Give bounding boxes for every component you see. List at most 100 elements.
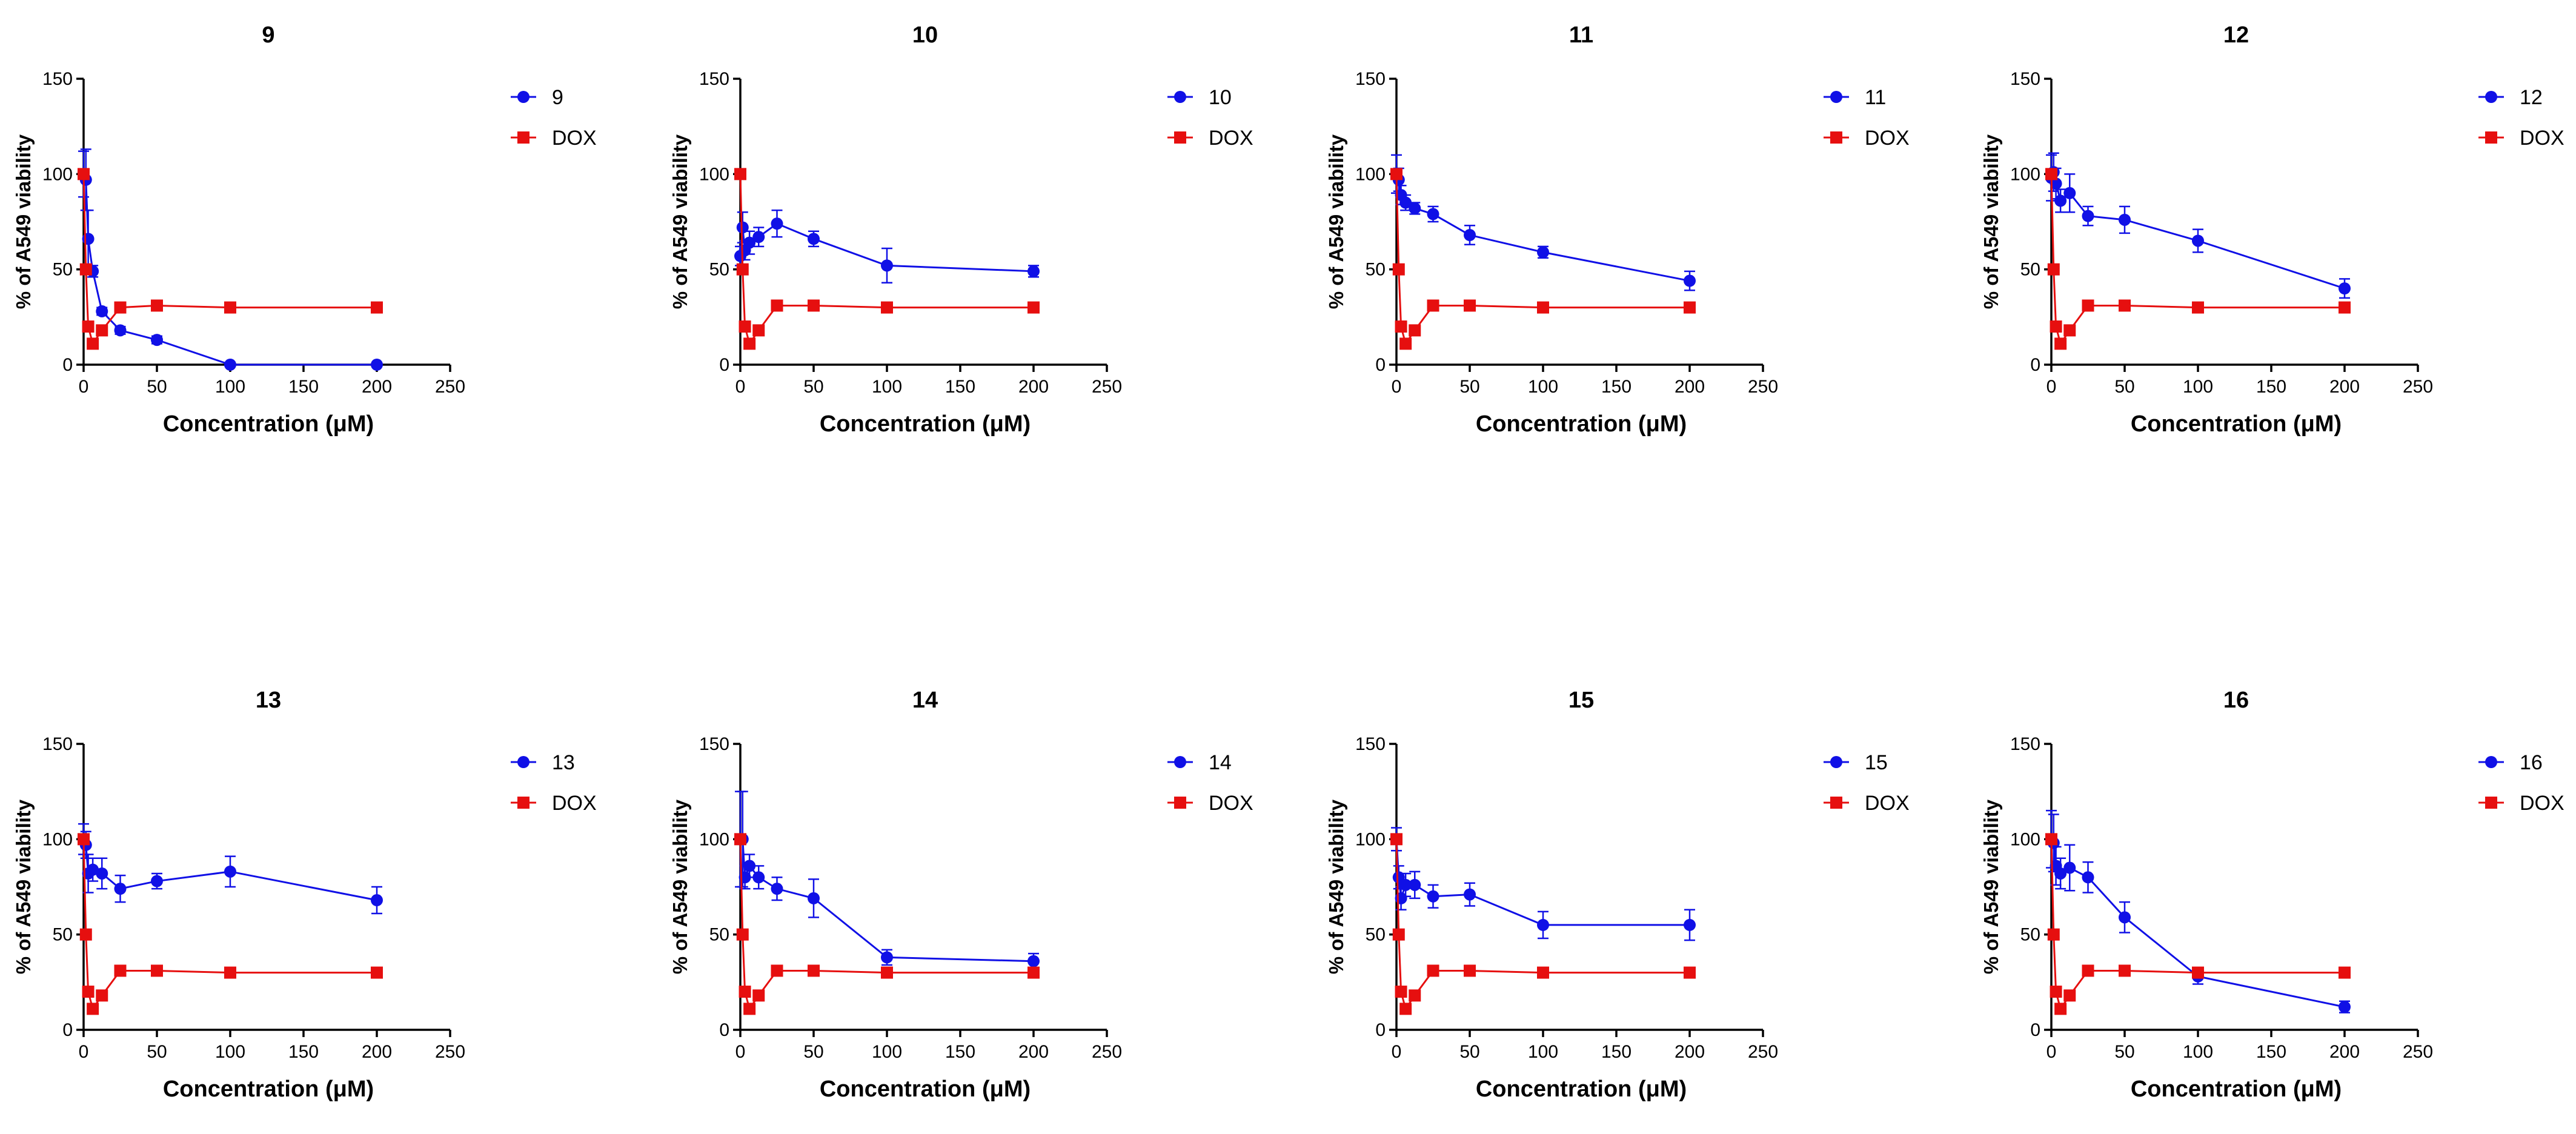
- data-point: [1537, 246, 1549, 259]
- data-point: [224, 966, 236, 979]
- y-tick-label: 50: [1366, 925, 1386, 945]
- chart-title: 11: [1569, 22, 1593, 48]
- data-point: [114, 301, 127, 314]
- data-point: [2063, 861, 2076, 874]
- data-point: [224, 359, 236, 371]
- x-axis-label: Concentration (μM): [1476, 1076, 1687, 1102]
- data-point: [771, 299, 783, 312]
- x-tick-label: 200: [2329, 1042, 2360, 1062]
- series-dox: [734, 833, 1040, 1015]
- data-point: [371, 301, 383, 314]
- data-point: [2082, 299, 2094, 312]
- y-tick-label: 0: [719, 355, 729, 375]
- x-axis-label: Concentration (μM): [2131, 411, 2342, 437]
- data-point: [87, 337, 99, 350]
- legend-label: 16: [2520, 751, 2543, 774]
- series-line: [739, 839, 1034, 1011]
- data-point: [743, 337, 756, 350]
- y-tick-label: 150: [42, 734, 73, 754]
- chart-panel-11: 11 0 50 100 150 0 50 100 150 200 250 Concentration …: [1325, 22, 1910, 437]
- y-tick-label: 50: [2020, 925, 2040, 945]
- y-axis-label: % of A549 viability: [12, 799, 35, 974]
- x-tick-label: 150: [2256, 1042, 2286, 1062]
- data-point: [1392, 263, 1405, 276]
- y-tick-label: 150: [42, 69, 73, 89]
- x-axis-label: Concentration (μM): [163, 1076, 374, 1102]
- data-point: [752, 989, 765, 1002]
- legend-item-compound: 11: [1824, 86, 1886, 109]
- data-point: [1399, 196, 1412, 209]
- x-tick-label: 50: [803, 1042, 823, 1062]
- y-tick-label: 0: [1375, 355, 1386, 375]
- y-tick-label: 150: [1355, 734, 1386, 754]
- data-point: [881, 951, 893, 964]
- x-tick-label: 0: [2047, 1042, 2057, 1062]
- y-axis-label: % of A549 viability: [12, 134, 35, 309]
- data-point: [2339, 282, 2351, 295]
- data-point: [151, 964, 163, 977]
- legend-marker: [517, 797, 529, 809]
- y-tick-label: 0: [1375, 1020, 1386, 1040]
- x-tick-label: 250: [1748, 1042, 1778, 1062]
- y-tick-label: 0: [62, 355, 73, 375]
- data-point: [808, 964, 820, 977]
- x-tick-label: 100: [1528, 1042, 1558, 1062]
- data-point: [87, 863, 99, 876]
- data-point: [371, 894, 383, 907]
- legend-item-dox: DOX: [511, 127, 597, 150]
- x-axis-label: Concentration (μM): [820, 411, 1031, 437]
- y-tick-label: 50: [53, 260, 73, 280]
- legend-label: 13: [552, 751, 575, 774]
- legend-label: 11: [1865, 86, 1886, 109]
- series-line: [1395, 174, 1690, 346]
- data-point: [2045, 168, 2057, 181]
- x-tick-label: 200: [2329, 377, 2360, 397]
- chart-title: 13: [256, 688, 281, 713]
- data-point: [2082, 871, 2094, 884]
- data-point: [2063, 187, 2076, 199]
- x-tick-label: 250: [1092, 377, 1122, 397]
- chart-title: 9: [262, 22, 274, 48]
- data-point: [2054, 337, 2067, 350]
- legend-marker: [517, 756, 529, 768]
- series-dox: [2045, 833, 2351, 1015]
- data-point: [96, 989, 108, 1002]
- data-point: [2054, 867, 2067, 880]
- legend-item-compound: 9: [511, 86, 563, 109]
- y-tick-label: 50: [53, 925, 73, 945]
- x-tick-label: 50: [2114, 377, 2134, 397]
- x-tick-label: 0: [1392, 377, 1402, 397]
- data-point: [736, 221, 749, 234]
- data-point: [1464, 229, 1476, 242]
- legend-label: 12: [2520, 86, 2543, 109]
- data-point: [2339, 966, 2351, 979]
- legend-item-compound: 10: [1167, 86, 1232, 109]
- x-tick-label: 200: [362, 377, 392, 397]
- x-tick-label: 100: [872, 377, 902, 397]
- legend-marker: [2485, 797, 2497, 809]
- series-line: [740, 838, 1034, 963]
- data-point: [96, 867, 108, 880]
- x-tick-label: 50: [2114, 1042, 2134, 1062]
- data-point: [881, 301, 893, 314]
- x-tick-label: 100: [215, 377, 245, 397]
- legend-marker: [517, 91, 529, 103]
- x-tick-label: 200: [362, 1042, 392, 1062]
- data-point: [1537, 966, 1549, 979]
- x-tick-label: 50: [1459, 377, 1479, 397]
- x-tick-label: 250: [1748, 377, 1778, 397]
- chart-panel-12: 12 0 50 100 150 0 50 100 150 200 250 Concentration …: [1980, 22, 2564, 437]
- legend-marker: [517, 131, 529, 144]
- data-point: [2082, 210, 2094, 222]
- data-point: [881, 259, 893, 272]
- y-tick-label: 0: [2030, 1020, 2040, 1040]
- chart-panel-9: 9 0 50 100 150 0 50 100 150 200 250 Concentration (…: [12, 22, 597, 437]
- data-point: [739, 986, 751, 998]
- legend-item-dox: DOX: [1167, 127, 1253, 150]
- data-point: [2054, 194, 2067, 207]
- legend-marker: [1830, 756, 1842, 768]
- x-axis-label: Concentration (μM): [820, 1076, 1031, 1102]
- series-compound: [734, 209, 1040, 284]
- x-axis-label: Concentration (μM): [163, 411, 374, 437]
